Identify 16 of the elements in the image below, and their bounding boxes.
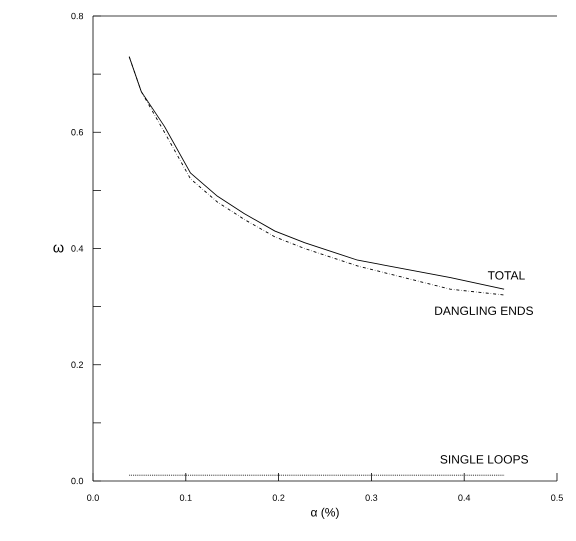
y-tick-label: 0.4 bbox=[71, 245, 84, 252]
x-tick-label: 0.4 bbox=[458, 494, 470, 501]
y-axis-title: ω bbox=[53, 244, 64, 252]
series-label: TOTAL bbox=[488, 271, 525, 280]
series-label: DANGLING ENDS bbox=[435, 306, 533, 316]
y-tick-label: 0.6 bbox=[71, 129, 84, 136]
y-tick-label: 0.8 bbox=[71, 12, 84, 20]
x-axis-title: α (%) bbox=[311, 508, 339, 519]
x-tick-label: 0.3 bbox=[365, 494, 378, 501]
y-tick-label: 0.0 bbox=[71, 478, 84, 484]
x-tick-label: 0.1 bbox=[180, 494, 192, 501]
x-tick-label: 0.0 bbox=[87, 494, 99, 501]
x-tick-label: 0.2 bbox=[272, 494, 284, 501]
series-label: SINGLE LOOPS bbox=[440, 455, 528, 464]
x-tick-label: 0.5 bbox=[551, 494, 563, 501]
y-tick-label: 0.2 bbox=[71, 362, 84, 368]
